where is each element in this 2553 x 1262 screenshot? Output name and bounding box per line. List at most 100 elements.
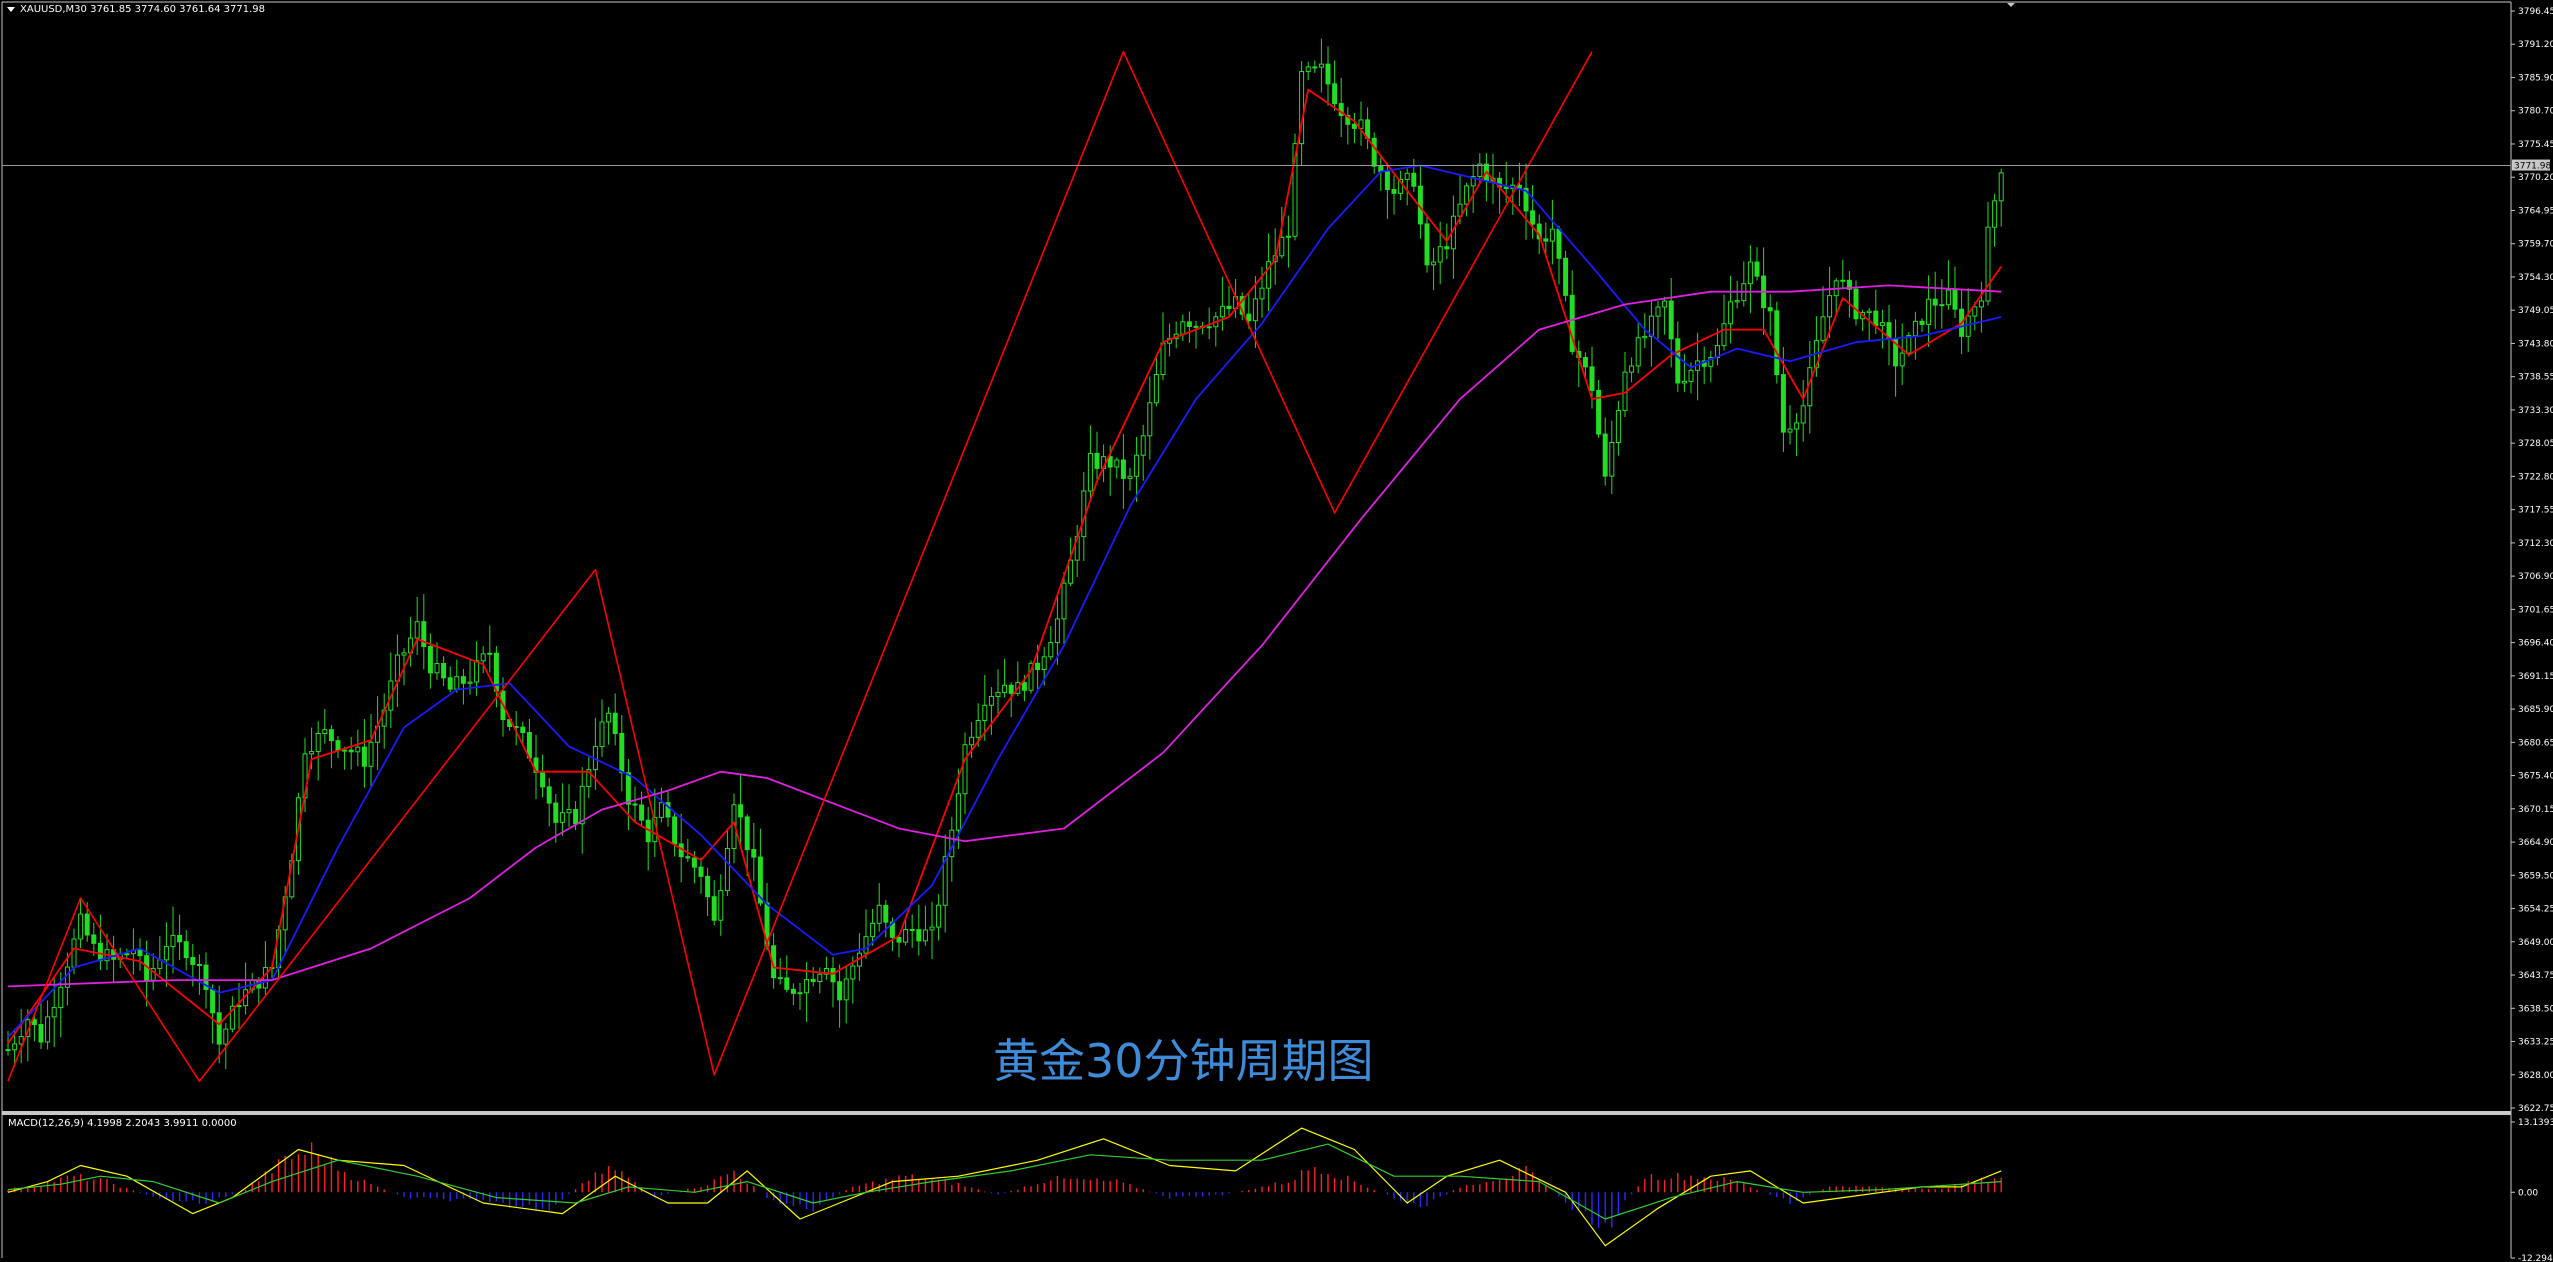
candle-body <box>1002 684 1008 693</box>
candle-body <box>1114 459 1120 468</box>
candle-body <box>724 847 730 892</box>
candle-body <box>480 653 486 662</box>
candle-body <box>1926 298 1932 325</box>
candle-body <box>1021 682 1027 691</box>
candle-body <box>467 681 473 684</box>
candle-body <box>863 936 869 954</box>
candle-body <box>1972 306 1978 317</box>
candle-body <box>1965 315 1971 337</box>
candle-body <box>969 736 975 746</box>
chart-menu-arrow-icon[interactable] <box>7 7 15 12</box>
price-tick-label: 3743.80 <box>2518 339 2553 349</box>
candle-body <box>1648 315 1654 337</box>
candle-body <box>1596 389 1602 435</box>
candle-body <box>1853 288 1859 320</box>
candle-body <box>705 875 711 898</box>
candle-body <box>1140 435 1146 456</box>
candle-body <box>163 946 169 961</box>
candle-body <box>975 720 981 738</box>
candle-body <box>632 803 638 806</box>
candle-body <box>434 662 440 674</box>
candle-body <box>1985 226 1991 302</box>
candle-body <box>1998 172 2004 202</box>
candle-body <box>520 726 526 734</box>
candle-body <box>474 660 480 683</box>
candle-body <box>1464 185 1470 205</box>
candle-body <box>1411 172 1417 187</box>
current-price-tag <box>2512 159 2550 171</box>
candle-body <box>361 746 367 767</box>
candle-body <box>1919 320 1925 325</box>
candle-body <box>124 953 130 956</box>
candle-body <box>1945 289 1951 306</box>
candle-body <box>1820 316 1826 342</box>
candle-body <box>1351 123 1357 129</box>
candle-body <box>625 772 631 805</box>
macd-tick-label: -12.2941 <box>2518 1254 2553 1262</box>
candle-body <box>1147 402 1153 437</box>
candle-body <box>394 654 400 682</box>
candle-body <box>1556 228 1562 259</box>
candle-body <box>658 802 664 818</box>
candle-body <box>843 978 849 1001</box>
candle-body <box>1035 662 1041 671</box>
candle-body <box>1391 189 1397 194</box>
candle-body <box>718 890 724 921</box>
candle-body <box>78 913 84 940</box>
candle-body <box>1662 300 1668 308</box>
candle-body <box>1444 246 1450 250</box>
candle-body <box>51 1007 57 1018</box>
price-tick-label: 3643.75 <box>2518 971 2553 981</box>
candle-body <box>196 963 202 966</box>
price-tick-label: 3638.50 <box>2518 1004 2553 1014</box>
candle-body <box>1338 103 1344 117</box>
candle-body <box>190 957 196 965</box>
candle-body <box>1688 369 1694 382</box>
candle-body <box>441 662 447 679</box>
candle-body <box>830 968 836 983</box>
candle-body <box>183 941 189 959</box>
candle-body <box>1582 357 1588 368</box>
candle-body <box>955 793 961 831</box>
candle-body <box>1041 656 1047 671</box>
candle-body <box>1543 238 1549 242</box>
price-tick-label: 3628.00 <box>2518 1071 2553 1081</box>
candle-body <box>1305 66 1311 73</box>
candle-body <box>1318 63 1324 68</box>
candle-body <box>1589 366 1595 391</box>
candle-body <box>1193 325 1199 328</box>
ma-long-line <box>7 284 2002 988</box>
candle-body <box>1899 352 1905 367</box>
candle-body <box>1939 304 1945 307</box>
candle-body <box>1629 365 1635 373</box>
candle-body <box>368 741 374 767</box>
candle-body <box>1827 295 1833 318</box>
price-tick-label: 3654.25 <box>2518 905 2553 915</box>
candle-body <box>962 744 968 795</box>
macd-tick-label: 13.1393 <box>2518 1118 2553 1128</box>
price-tick-label: 3738.55 <box>2518 373 2553 383</box>
price-tick-label: 3728.05 <box>2518 439 2553 449</box>
candle-body <box>1160 342 1166 375</box>
price-tick-label: 3675.40 <box>2518 772 2553 782</box>
candle-body <box>1780 374 1786 433</box>
candle-body <box>1094 452 1100 469</box>
candle-body <box>1774 310 1780 376</box>
candle-body <box>91 934 97 944</box>
candle-body <box>1668 300 1674 340</box>
candle-body <box>672 816 678 845</box>
candle-body <box>1794 422 1800 430</box>
candle-body <box>454 676 460 690</box>
pane-separator[interactable] <box>2 1111 2511 1115</box>
candle-body <box>328 729 334 742</box>
candle-body <box>1615 409 1621 443</box>
candle-body <box>883 904 889 923</box>
price-tick-label: 3770.20 <box>2518 173 2553 183</box>
candle-body <box>1371 137 1377 167</box>
candle-body <box>38 1023 44 1043</box>
candle-body <box>1932 298 1938 306</box>
price-tick-label: 3696.40 <box>2518 639 2553 649</box>
chart-shift-marker-icon[interactable] <box>2007 3 2015 7</box>
candle-body <box>1127 475 1133 479</box>
price-tick-label: 3785.90 <box>2518 73 2553 83</box>
